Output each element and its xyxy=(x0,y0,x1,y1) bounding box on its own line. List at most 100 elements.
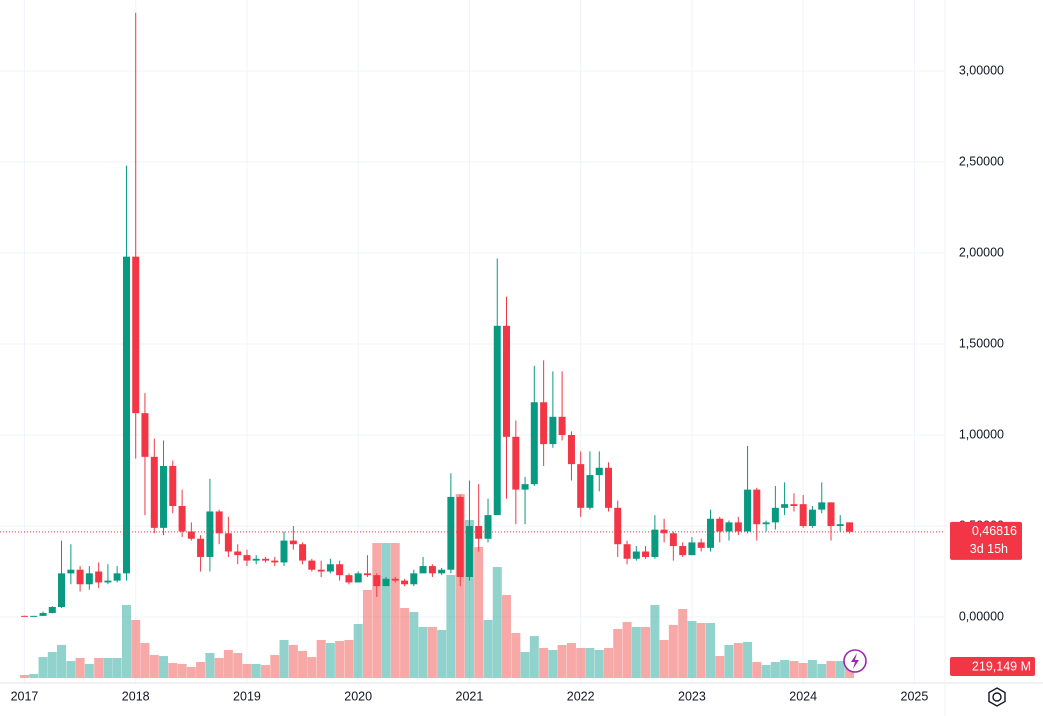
y-tick-label: 0,00000 xyxy=(959,609,1004,623)
volume-bar xyxy=(149,654,159,678)
volume-bar xyxy=(743,642,753,678)
x-tick-label: 2018 xyxy=(122,689,150,703)
volume-bar xyxy=(483,619,493,678)
candle-body xyxy=(48,607,56,614)
candle-body xyxy=(354,573,362,583)
x-tick-label: 2021 xyxy=(456,689,484,703)
x-tick-label: 2023 xyxy=(678,689,706,703)
candle-body xyxy=(512,436,520,490)
volume-layer xyxy=(19,494,855,678)
candle-body xyxy=(30,615,38,617)
volume-bar xyxy=(131,619,141,678)
y-tick-label: 3,00000 xyxy=(959,63,1004,77)
candle-body xyxy=(669,533,677,547)
lightning-icon[interactable] xyxy=(843,649,867,673)
candle-body xyxy=(475,526,483,539)
candle-body xyxy=(206,511,214,557)
candle-body xyxy=(363,573,371,576)
volume-bar xyxy=(696,623,706,678)
volume-bar xyxy=(214,658,224,678)
candle-body xyxy=(178,505,186,532)
candle-body xyxy=(540,402,548,445)
volume-bar xyxy=(159,656,169,678)
volume-bar xyxy=(390,543,400,678)
volume-bar xyxy=(715,656,725,678)
volume-bar xyxy=(47,652,57,678)
candle-body xyxy=(160,465,168,528)
candle-body xyxy=(58,573,66,608)
volume-label-box xyxy=(950,657,1035,676)
volume-bar xyxy=(205,653,215,678)
volume-bar xyxy=(464,519,474,678)
candle-body xyxy=(262,558,270,561)
volume-bar xyxy=(307,657,317,678)
candle-body xyxy=(39,613,47,616)
volume-bar xyxy=(288,644,298,678)
candle-body xyxy=(401,580,409,585)
volume-bar xyxy=(650,604,660,678)
volume-bar xyxy=(362,589,372,678)
settings-icon[interactable] xyxy=(988,687,1006,707)
candle-body xyxy=(836,524,844,527)
candle-body xyxy=(419,566,427,574)
volume-bar xyxy=(529,636,539,678)
volume-bar xyxy=(186,667,196,678)
y-tick-label: 2,50000 xyxy=(959,154,1004,168)
volume-bar xyxy=(492,567,502,678)
volume-bar xyxy=(353,623,363,678)
candle-body xyxy=(95,571,103,583)
candle-body xyxy=(317,569,325,572)
price-label-box xyxy=(950,521,1022,560)
candle-body xyxy=(679,546,687,556)
candle-body xyxy=(391,578,399,581)
candle-body xyxy=(808,509,816,527)
volume-bar xyxy=(261,664,271,678)
volume-bar xyxy=(835,661,845,678)
volume-bar xyxy=(84,663,94,678)
candle-body xyxy=(716,518,724,532)
volume-bar xyxy=(817,663,827,678)
volume-bar xyxy=(566,643,576,678)
volume-bar xyxy=(223,649,233,678)
volume-bar xyxy=(242,663,252,678)
candle-body xyxy=(197,538,205,557)
volume-bar xyxy=(733,643,743,678)
volume-bar xyxy=(233,653,243,678)
volume-bar xyxy=(29,673,39,678)
candle-body xyxy=(215,511,223,534)
volume-bar xyxy=(177,663,187,678)
volume-bar xyxy=(112,658,122,678)
candle-body xyxy=(734,522,742,532)
volume-bar xyxy=(826,661,836,678)
volume-bar xyxy=(576,648,586,678)
candle-body xyxy=(697,542,705,548)
candle-body xyxy=(465,526,473,577)
candle-body xyxy=(76,569,84,585)
candle-body xyxy=(382,578,390,587)
volume-bar xyxy=(427,627,437,678)
candle-body xyxy=(827,502,835,527)
x-tick-label: 2024 xyxy=(789,689,817,703)
candle-body xyxy=(252,558,260,561)
volume-bar xyxy=(631,627,641,678)
volume-bar xyxy=(19,674,29,678)
volume-bar xyxy=(585,648,595,678)
volume-bar xyxy=(344,639,354,678)
y-tick-label: 1,00000 xyxy=(959,427,1004,441)
candle-body xyxy=(790,504,798,506)
candle-body xyxy=(753,489,761,525)
candle-body xyxy=(818,502,826,510)
candle-body xyxy=(336,564,344,576)
volume-bar xyxy=(780,659,790,678)
candle-body xyxy=(707,518,715,548)
candle-body xyxy=(623,544,631,559)
x-tick-label: 2019 xyxy=(233,689,261,703)
volume-bar xyxy=(94,658,104,678)
volume-bar xyxy=(168,663,178,678)
volume-bar xyxy=(511,633,521,678)
candle-body xyxy=(289,540,297,545)
candle-body xyxy=(428,566,436,574)
last-price-label: 0,46816 xyxy=(972,524,1017,538)
candle-body xyxy=(558,416,566,436)
volume-bar xyxy=(316,639,326,678)
